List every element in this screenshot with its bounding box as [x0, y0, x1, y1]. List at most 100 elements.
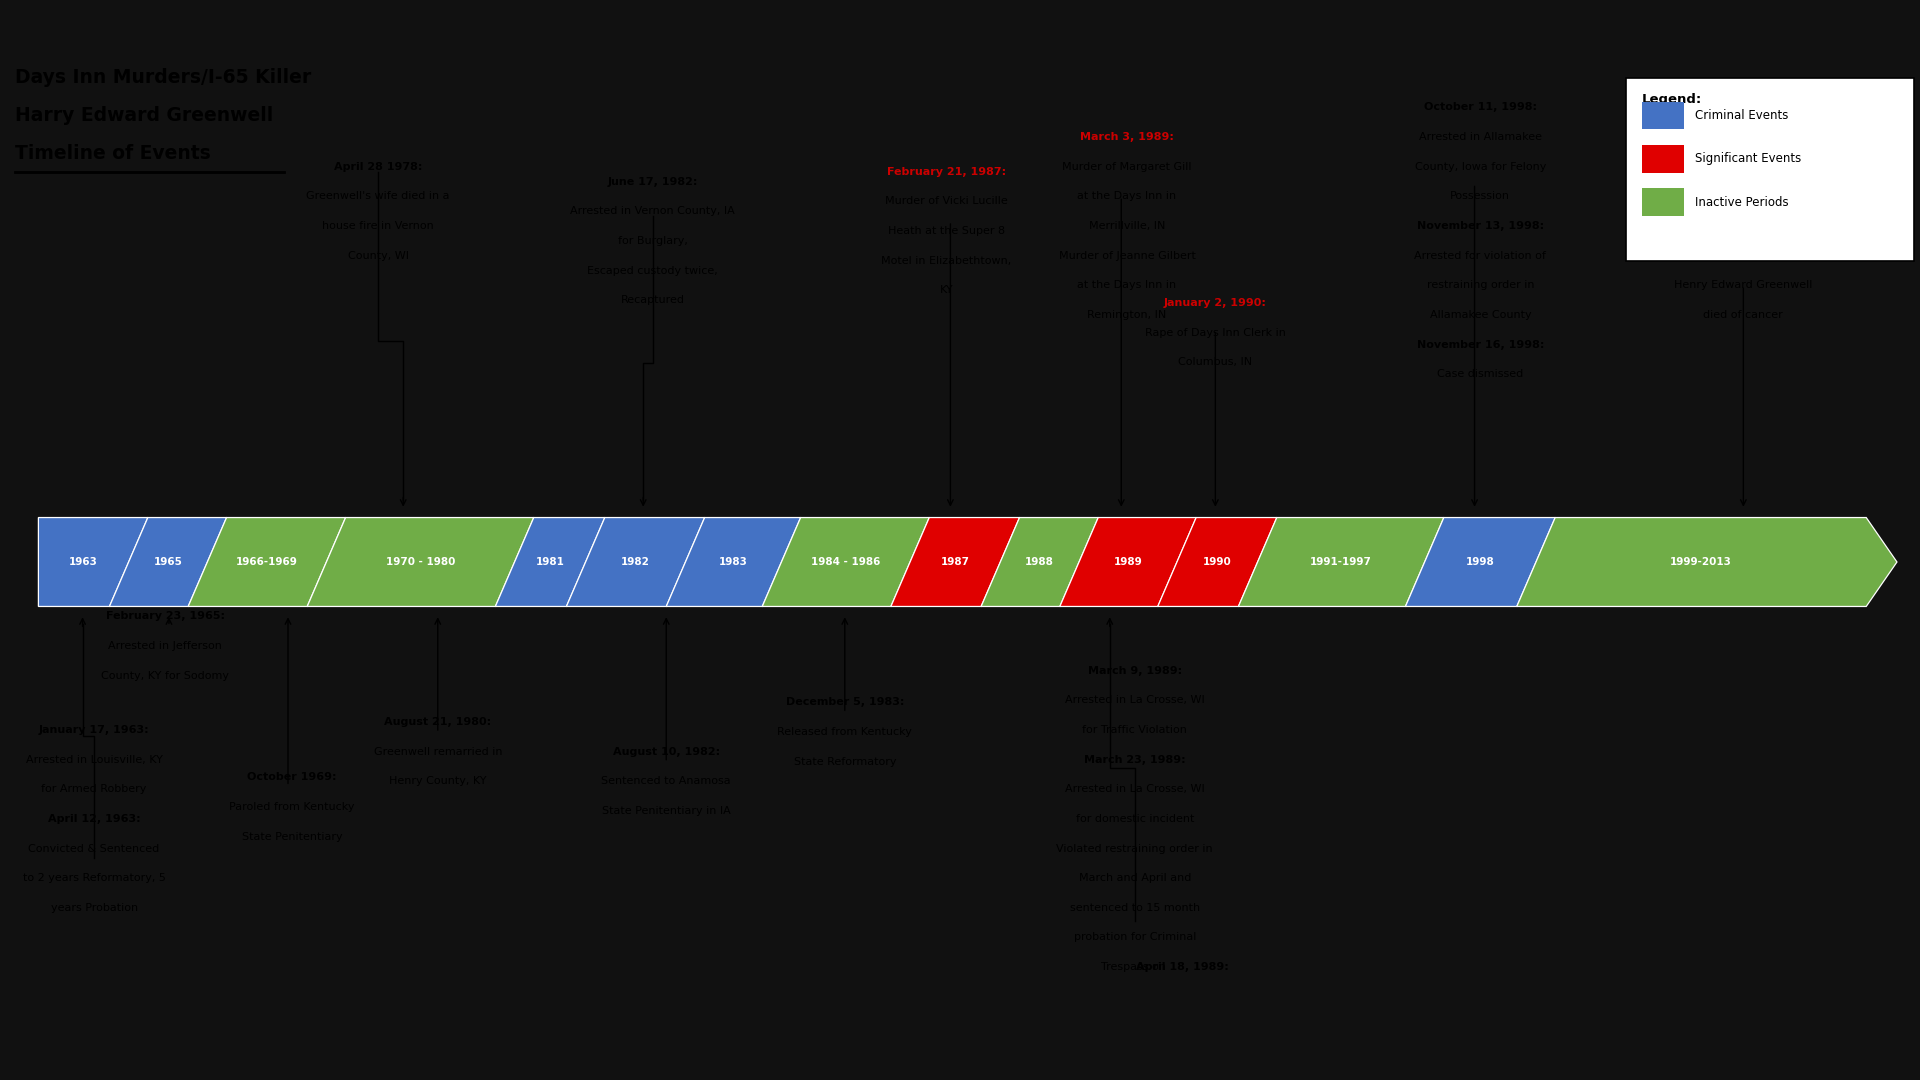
- Polygon shape: [495, 517, 605, 607]
- Text: Heath at the Super 8: Heath at the Super 8: [887, 226, 1006, 237]
- Polygon shape: [307, 517, 534, 607]
- Text: 1984 - 1986: 1984 - 1986: [810, 557, 881, 567]
- Text: Timeline of Events: Timeline of Events: [15, 144, 211, 163]
- Text: Rape of Days Inn Clerk in: Rape of Days Inn Clerk in: [1144, 328, 1286, 338]
- Text: Remington, IN: Remington, IN: [1087, 310, 1167, 320]
- Text: August 21, 1980:: August 21, 1980:: [384, 717, 492, 727]
- Text: State Reformatory: State Reformatory: [793, 757, 897, 767]
- Text: April 18, 1989:: April 18, 1989:: [1137, 962, 1229, 972]
- Text: Arrested in Jefferson: Arrested in Jefferson: [108, 640, 223, 651]
- Text: 1965: 1965: [154, 557, 182, 567]
- Text: Paroled from Kentucky: Paroled from Kentucky: [228, 802, 355, 812]
- Text: at the Days Inn in: at the Days Inn in: [1077, 281, 1177, 291]
- Text: 1998: 1998: [1467, 557, 1494, 567]
- Polygon shape: [38, 517, 148, 607]
- Text: Columbus, IN: Columbus, IN: [1179, 357, 1252, 367]
- Polygon shape: [1238, 517, 1444, 607]
- Text: Case dismissed: Case dismissed: [1438, 369, 1523, 379]
- Bar: [1642, 145, 1684, 173]
- Text: Arrested in La Crosse, WI: Arrested in La Crosse, WI: [1066, 784, 1204, 794]
- Text: Murder of Margaret Gill: Murder of Margaret Gill: [1062, 162, 1192, 172]
- Text: County, WI: County, WI: [348, 251, 409, 260]
- Text: Escaped custody twice,: Escaped custody twice,: [588, 266, 718, 275]
- Text: KY: KY: [939, 285, 954, 295]
- Text: for Burglary,: for Burglary,: [618, 235, 687, 246]
- Text: March 23, 1989:: March 23, 1989:: [1085, 755, 1185, 765]
- Text: 1987: 1987: [941, 557, 970, 567]
- Text: March 3, 1989:: March 3, 1989:: [1081, 132, 1173, 143]
- Text: 1991-1997: 1991-1997: [1309, 557, 1373, 567]
- Polygon shape: [666, 517, 801, 607]
- Text: 1983: 1983: [718, 557, 749, 567]
- Text: January 17, 1963:: January 17, 1963:: [38, 725, 150, 734]
- Text: Greenwell's wife died in a: Greenwell's wife died in a: [307, 191, 449, 202]
- Polygon shape: [109, 517, 227, 607]
- Bar: [1642, 189, 1684, 216]
- Text: November 16, 1998:: November 16, 1998:: [1417, 339, 1544, 350]
- Text: 1981: 1981: [536, 557, 564, 567]
- Text: years Probation: years Probation: [50, 903, 138, 913]
- Text: 1988: 1988: [1025, 557, 1054, 567]
- Text: 1970 - 1980: 1970 - 1980: [386, 557, 455, 567]
- Text: Greenwell remarried in: Greenwell remarried in: [374, 746, 501, 757]
- Text: November 13, 1998:: November 13, 1998:: [1417, 221, 1544, 231]
- Text: April 28 1978:: April 28 1978:: [334, 162, 422, 172]
- Bar: [1642, 102, 1684, 130]
- Polygon shape: [762, 517, 929, 607]
- Text: Arrested in Vernon County, IA: Arrested in Vernon County, IA: [570, 206, 735, 216]
- Text: October 11, 1998:: October 11, 1998:: [1425, 103, 1536, 112]
- Text: Arrested in Louisville, KY: Arrested in Louisville, KY: [25, 755, 163, 765]
- Text: County, Iowa for Felony: County, Iowa for Felony: [1415, 162, 1546, 172]
- Text: Released from Kentucky: Released from Kentucky: [778, 727, 912, 737]
- Text: State Penitentiary: State Penitentiary: [242, 832, 342, 841]
- Text: Allamakee County: Allamakee County: [1430, 310, 1530, 320]
- Text: restraining order in: restraining order in: [1427, 281, 1534, 291]
- Text: at the Days Inn in: at the Days Inn in: [1077, 191, 1177, 202]
- Text: Harry Edward Greenwell: Harry Edward Greenwell: [15, 107, 275, 125]
- Polygon shape: [188, 517, 346, 607]
- Text: Henry County, KY: Henry County, KY: [390, 777, 486, 786]
- Text: Merrillville, IN: Merrillville, IN: [1089, 221, 1165, 231]
- Text: Murder of Jeanne Gilbert: Murder of Jeanne Gilbert: [1058, 251, 1196, 260]
- Text: 1989: 1989: [1114, 557, 1142, 567]
- Text: August 10, 1982:: August 10, 1982:: [612, 746, 720, 757]
- Text: Criminal Events: Criminal Events: [1695, 109, 1789, 122]
- Text: Trespass on: Trespass on: [1100, 962, 1169, 972]
- Polygon shape: [566, 517, 705, 607]
- Polygon shape: [981, 517, 1098, 607]
- Text: March and April and: March and April and: [1079, 873, 1190, 883]
- Text: Recaptured: Recaptured: [620, 295, 685, 306]
- Text: January 2, 1990:: January 2, 1990:: [1164, 298, 1267, 308]
- Text: died of cancer: died of cancer: [1703, 310, 1784, 320]
- Text: Days Inn Murders/I-65 Killer: Days Inn Murders/I-65 Killer: [15, 68, 311, 86]
- Text: Arrested for violation of: Arrested for violation of: [1415, 251, 1546, 260]
- Text: 1999-2013: 1999-2013: [1670, 557, 1732, 567]
- Text: Arrested in Allamakee: Arrested in Allamakee: [1419, 132, 1542, 143]
- Text: 1990: 1990: [1204, 557, 1231, 567]
- Text: Motel in Elizabethtown,: Motel in Elizabethtown,: [881, 256, 1012, 266]
- Text: Sentenced to Anamosa: Sentenced to Anamosa: [601, 777, 732, 786]
- Text: Inactive Periods: Inactive Periods: [1695, 195, 1789, 208]
- Text: for domestic incident: for domestic incident: [1075, 814, 1194, 824]
- Polygon shape: [1405, 517, 1555, 607]
- Text: December 5, 1983:: December 5, 1983:: [785, 698, 904, 707]
- Text: for Traffic Violation: for Traffic Violation: [1083, 725, 1187, 734]
- Text: State Penitentiary in IA: State Penitentiary in IA: [601, 806, 732, 816]
- Text: probation for Criminal: probation for Criminal: [1073, 932, 1196, 943]
- Text: January 2013:: January 2013:: [1699, 251, 1788, 260]
- Text: 1982: 1982: [620, 557, 651, 567]
- Text: Murder of Vicki Lucille: Murder of Vicki Lucille: [885, 197, 1008, 206]
- Text: house fire in Vernon: house fire in Vernon: [323, 221, 434, 231]
- Text: June 17, 1982:: June 17, 1982:: [607, 177, 699, 187]
- Text: Convicted & Sentenced: Convicted & Sentenced: [29, 843, 159, 853]
- Text: sentenced to 15 month: sentenced to 15 month: [1069, 903, 1200, 913]
- Polygon shape: [1158, 517, 1277, 607]
- Polygon shape: [891, 517, 1020, 607]
- Text: Henry Edward Greenwell: Henry Edward Greenwell: [1674, 281, 1812, 291]
- Text: February 21, 1987:: February 21, 1987:: [887, 166, 1006, 177]
- Polygon shape: [1060, 517, 1196, 607]
- Text: for Armed Robbery: for Armed Robbery: [42, 784, 146, 794]
- Text: February 23, 1965:: February 23, 1965:: [106, 611, 225, 621]
- Text: Violated restraining order in: Violated restraining order in: [1056, 843, 1213, 853]
- Text: April 12, 1963:: April 12, 1963:: [48, 814, 140, 824]
